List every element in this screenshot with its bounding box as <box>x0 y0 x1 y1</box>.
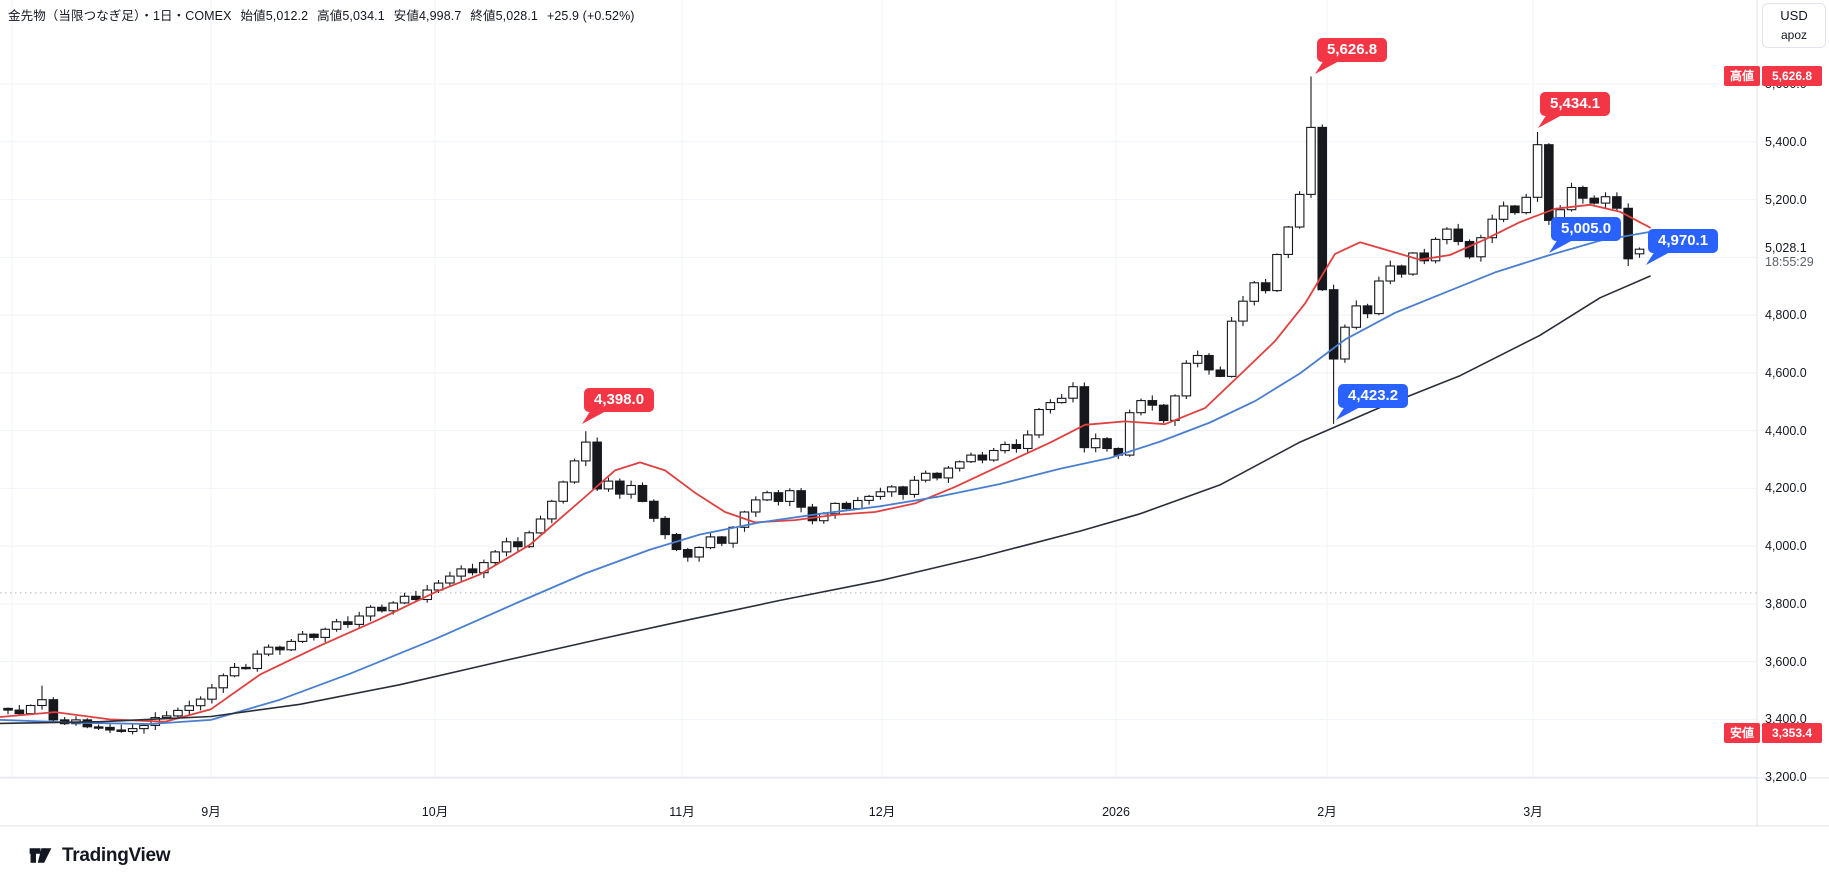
price-callout-red: 5,434.1 <box>1538 92 1611 128</box>
price-axis-label: 4,800.0 <box>1765 308 1807 322</box>
time-axis-label: 3月 <box>1523 805 1543 819</box>
price-callout-blue: 4,970.1 <box>1646 229 1719 265</box>
high-badge-label: 高値 <box>1724 66 1761 86</box>
callout-tail <box>1646 251 1672 265</box>
price-axis-label: 4,600.0 <box>1765 366 1807 380</box>
time-axis-label: 9月 <box>201 805 221 819</box>
price-callout-blue: 5,005.0 <box>1549 217 1622 253</box>
last-price-value: 5,028.1 <box>1765 241 1807 255</box>
series-high-badge: 高値 5,626.8 <box>1724 66 1823 86</box>
bar-countdown: 18:55:29 <box>1765 255 1814 269</box>
price-callout-blue: 4,423.2 <box>1336 384 1409 420</box>
price-axis-label: 3,200.0 <box>1765 770 1807 784</box>
price-axis-label: 3,800.0 <box>1765 597 1807 611</box>
price-callout-red: 4,398.0 <box>582 388 655 424</box>
currency-unit-selector[interactable]: USD apoz <box>1762 3 1826 48</box>
price-axis-label: 4,400.0 <box>1765 424 1807 438</box>
ohlc-value: +25.9 (+0.52%) <box>546 9 635 23</box>
price-callout-red: 5,626.8 <box>1315 38 1388 74</box>
tradingview-logo-icon <box>29 848 52 863</box>
callout-tail <box>1538 114 1564 128</box>
currency-label: USD <box>1780 8 1808 23</box>
time-axis-label: 10月 <box>421 805 449 819</box>
time-axis-label: 2月 <box>1317 805 1337 819</box>
price-axis-label: 5,200.0 <box>1765 193 1807 207</box>
ma-mid-blue <box>0 231 1651 725</box>
price-axis-label: 4,000.0 <box>1765 539 1807 553</box>
callout-tail <box>582 410 608 424</box>
low-badge-value: 3,353.4 <box>1762 723 1823 743</box>
high-badge-value: 5,626.8 <box>1762 66 1823 86</box>
ma-short-red <box>0 203 1651 723</box>
symbol-title: 金先物（当限つなぎ足）・1日・COMEX <box>8 9 232 23</box>
price-axis-label: 3,600.0 <box>1765 655 1807 669</box>
callout-tail <box>1549 239 1575 253</box>
ohlc-value: 終値5,028.1 <box>470 9 538 23</box>
callout-tail <box>1315 60 1341 74</box>
price-axis-label: 4,200.0 <box>1765 481 1807 495</box>
last-price-and-countdown: 5,028.1 18:55:29 <box>1765 241 1814 269</box>
price-axis-label: 5,400.0 <box>1765 135 1807 149</box>
ohlc-value: 高値5,034.1 <box>317 9 385 23</box>
tradingview-wordmark: TradingView <box>62 844 171 866</box>
chart-legend-ohlc[interactable]: 金先物（当限つなぎ足）・1日・COMEX 始値5,012.2 高値5,034.1 安値… <box>8 5 644 24</box>
time-axis-label: 11月 <box>669 805 695 819</box>
low-badge-label: 安値 <box>1724 723 1761 743</box>
ohlc-value: 始値5,012.2 <box>240 9 309 23</box>
ohlc-value: 安値4,998.7 <box>393 9 462 23</box>
time-axis-label: 12月 <box>868 805 896 819</box>
tradingview-logo[interactable]: TradingView <box>26 841 171 870</box>
series-low-badge: 安値 3,353.4 <box>1724 723 1823 743</box>
callout-tail <box>1336 406 1362 420</box>
unit-label: apoz <box>1780 28 1808 42</box>
price-axis-label: 3,400.0 <box>1765 712 1807 726</box>
ma-long-black <box>0 275 1651 725</box>
time-axis-label: 2026 <box>1102 805 1130 819</box>
